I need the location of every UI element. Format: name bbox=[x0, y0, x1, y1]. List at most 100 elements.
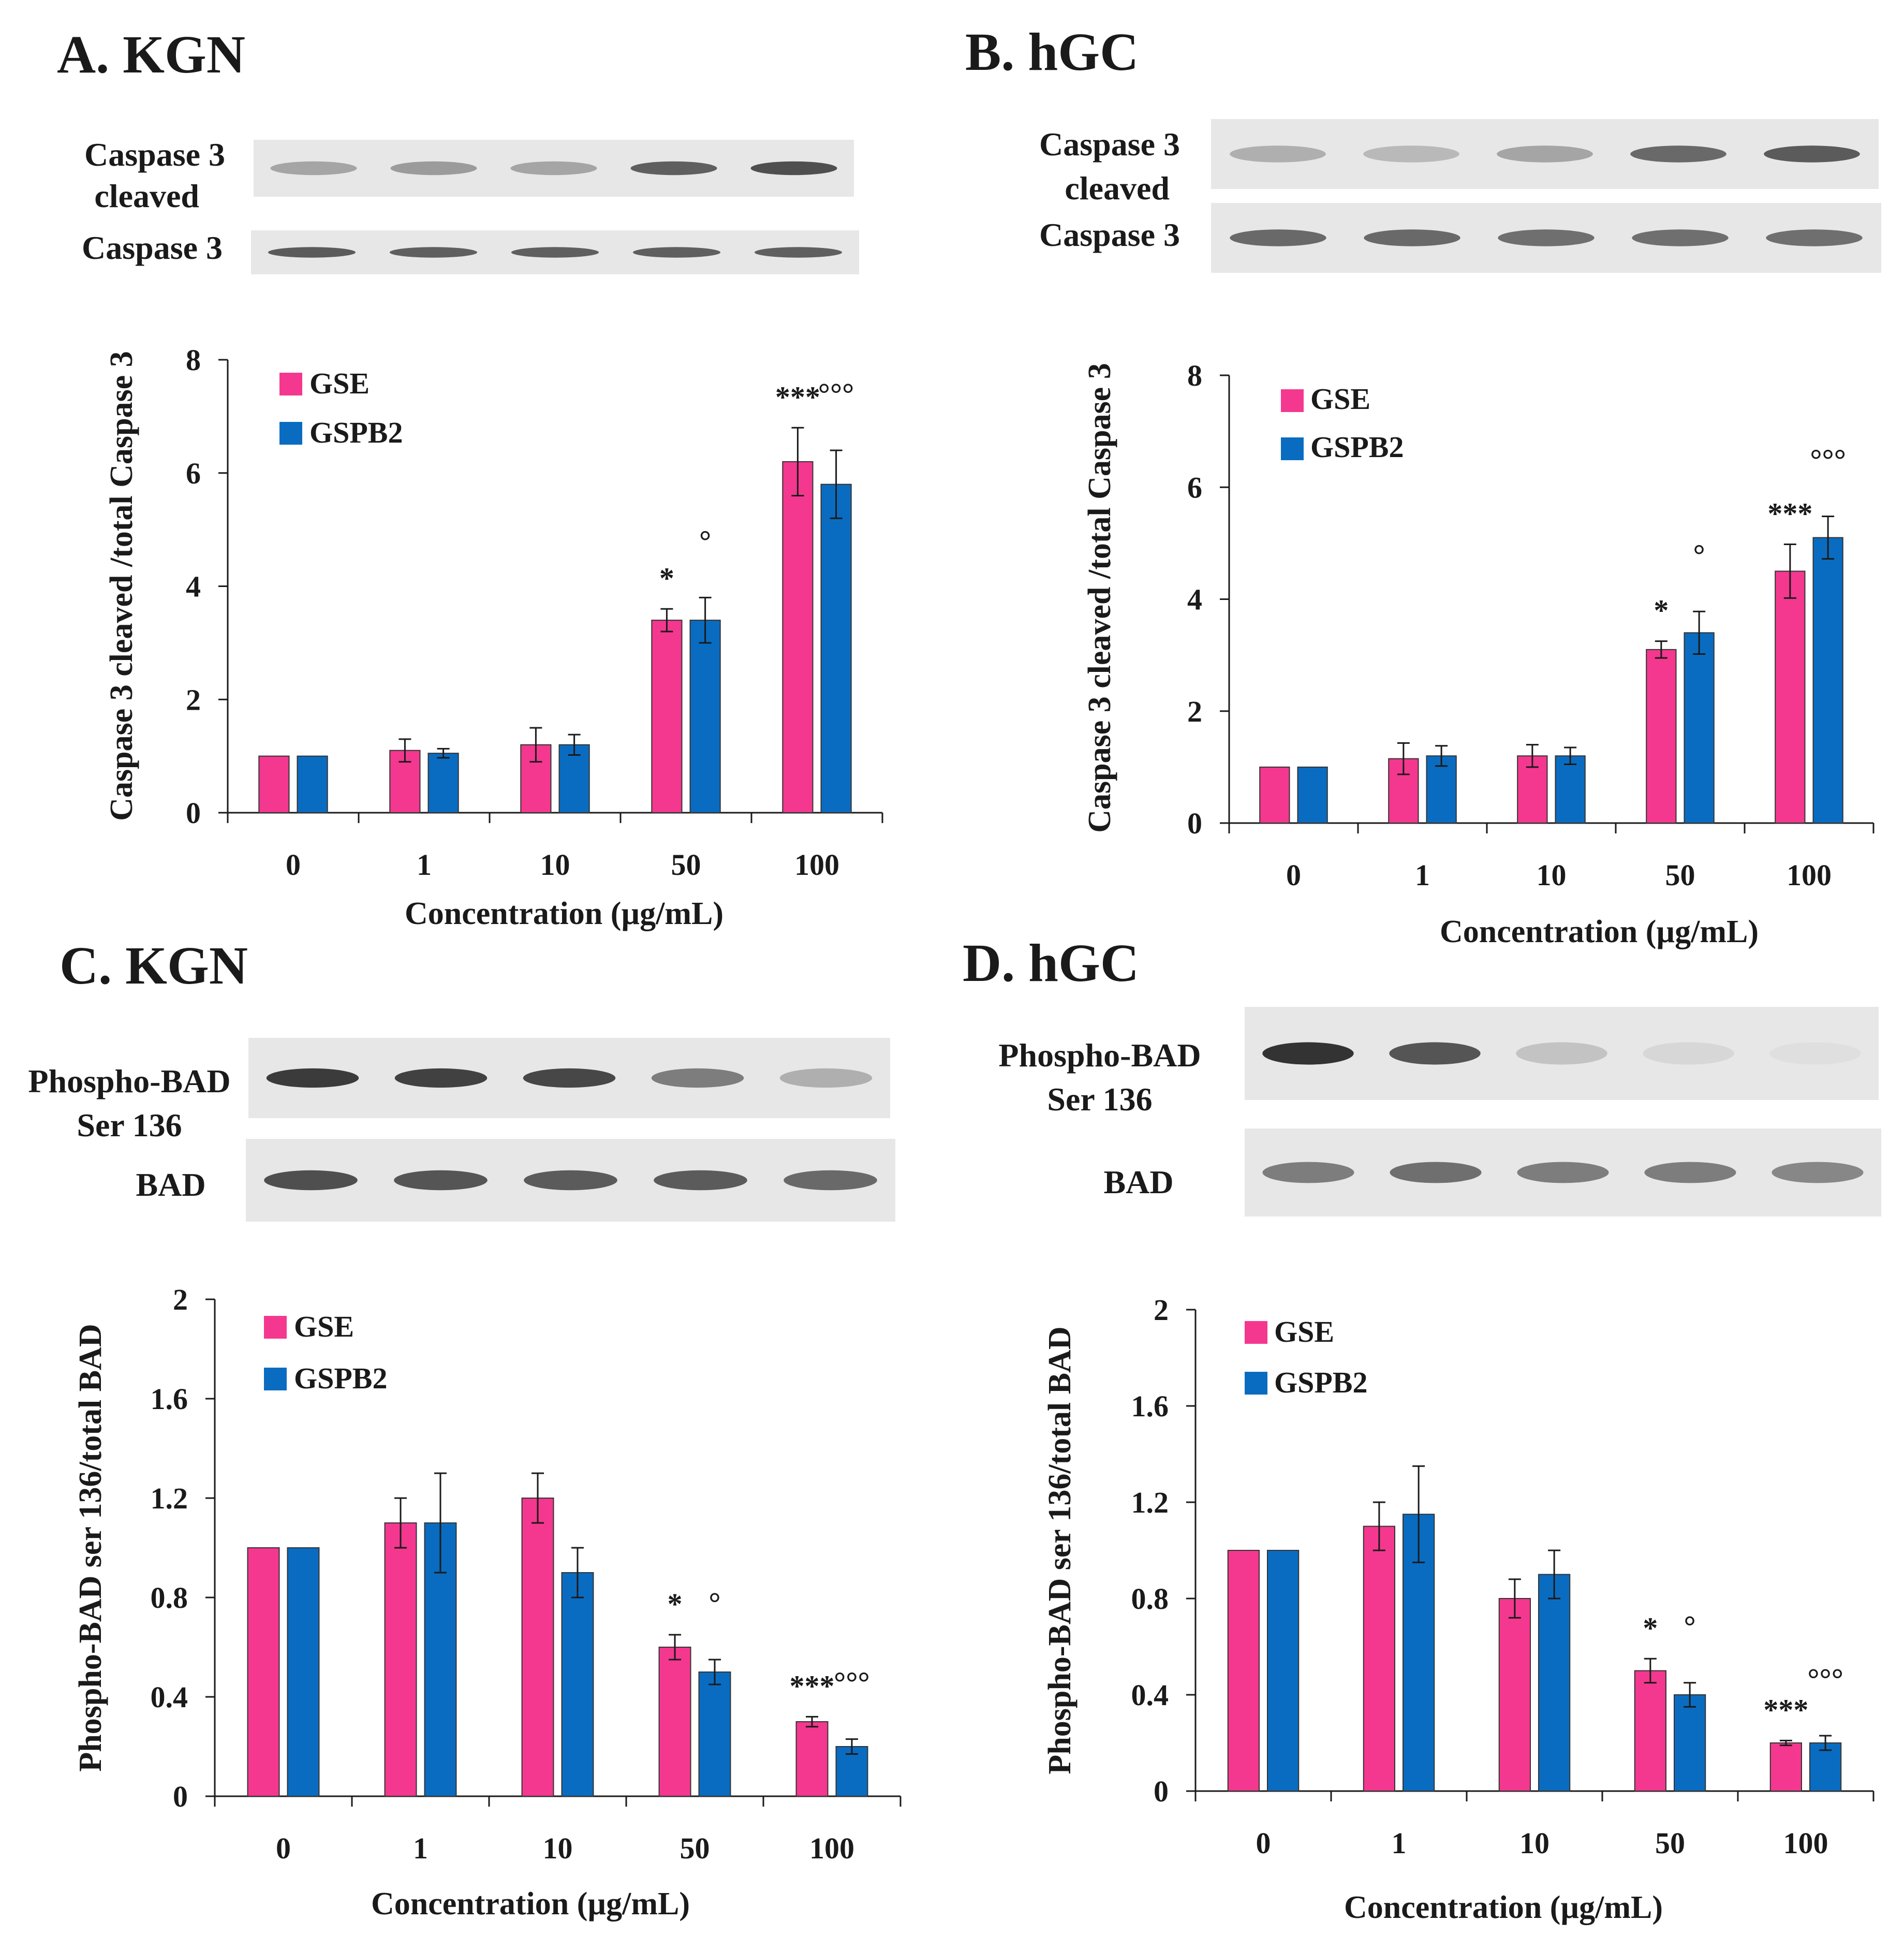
panel-a-cleaved-blot-strip bbox=[254, 140, 854, 197]
bar-gspb2 bbox=[1538, 1574, 1571, 1792]
y-tick-label: 0 bbox=[1187, 807, 1202, 840]
x-axis-label: Concentration (µg/mL) bbox=[405, 896, 724, 931]
panel-d-blot-phospho: Phospho-BAD Ser 136 bbox=[998, 1007, 1879, 1118]
blot-band bbox=[1764, 145, 1860, 163]
panel-a-blot-cleaved: Caspase 3 cleaved bbox=[84, 136, 854, 214]
panel-c-phospho-blot-strip bbox=[248, 1038, 890, 1118]
legend: GSE GSPB2 bbox=[279, 366, 403, 449]
blot-label: cleaved bbox=[94, 178, 199, 214]
panel-a-total-blot-strip bbox=[251, 230, 859, 274]
blot-band bbox=[1389, 1042, 1481, 1065]
y-axis-label: Caspase 3 cleaved /total Caspase 3 bbox=[104, 351, 139, 821]
panel-c: C. KGN Phospho-BAD Ser 136 BAD Phospho-B… bbox=[28, 936, 902, 1922]
blot-band bbox=[1517, 1162, 1609, 1183]
x-tick-label: 0 bbox=[1256, 1826, 1271, 1860]
y-tick-label: 2 bbox=[186, 683, 201, 716]
panel-b-blot-total: Caspase 3 bbox=[1039, 203, 1881, 273]
panel-c-total-blot-strip bbox=[246, 1139, 895, 1222]
x-tick-label: 1 bbox=[1392, 1826, 1407, 1860]
panel-d-blot-total: BAD bbox=[1103, 1128, 1881, 1216]
bar-gse bbox=[1646, 649, 1677, 824]
x-tick-label: 0 bbox=[1286, 858, 1301, 892]
y-axis-label: Phospho-BAD ser 136/total BAD bbox=[73, 1324, 108, 1771]
blot-band bbox=[390, 161, 477, 175]
legend-swatch-gspb2 bbox=[279, 422, 302, 445]
bar-gse bbox=[1775, 570, 1806, 824]
panel-b-chart: Caspase 3 cleaved /total Caspase 3 Conce… bbox=[1082, 359, 1875, 949]
y-axis-label: Caspase 3 cleaved /total Caspase 3 bbox=[1082, 363, 1117, 833]
blot-band bbox=[1497, 145, 1593, 163]
blot-band bbox=[779, 1068, 873, 1088]
bar-gspb2 bbox=[689, 620, 721, 813]
x-axis-label: Concentration (µg/mL) bbox=[1344, 1890, 1663, 1925]
blot-band bbox=[264, 1170, 358, 1191]
bar-gse bbox=[1769, 1742, 1802, 1792]
significance-mark: ° bbox=[699, 524, 711, 558]
panel-b-cleaved-blot-strip bbox=[1211, 119, 1879, 189]
blot-band bbox=[1230, 145, 1326, 163]
blot-band bbox=[1643, 1042, 1734, 1065]
legend-label-gspb2: GSPB2 bbox=[1274, 1366, 1368, 1399]
x-tick-label: 10 bbox=[543, 1831, 573, 1865]
blot-band bbox=[389, 247, 478, 258]
y-tick-label: 2 bbox=[1187, 695, 1202, 728]
bar-gspb2 bbox=[1267, 1550, 1300, 1792]
x-tick-label: 50 bbox=[680, 1831, 710, 1865]
panel-c-chart: Phospho-BAD ser 136/total BAD Concentrat… bbox=[73, 1283, 902, 1922]
x-tick-label: 10 bbox=[1519, 1826, 1549, 1860]
blot-band bbox=[1498, 229, 1595, 246]
legend-swatch-gse bbox=[279, 373, 302, 395]
significance-mark: °°° bbox=[818, 377, 854, 410]
blot-band bbox=[754, 247, 843, 258]
y-tick-label: 0 bbox=[173, 1780, 188, 1813]
blot-band bbox=[510, 161, 597, 175]
x-tick-label: 50 bbox=[1655, 1826, 1685, 1860]
blot-label: Phospho-BAD bbox=[998, 1037, 1201, 1074]
panel-b-title: B. hGC bbox=[965, 22, 1139, 82]
blot-band bbox=[270, 161, 357, 175]
blot-band bbox=[524, 1170, 617, 1191]
x-tick-label: 1 bbox=[417, 848, 432, 882]
panel-d-chart: Phospho-BAD ser 136/total BAD Concentrat… bbox=[1042, 1293, 1875, 1925]
blot-label: Phospho-BAD bbox=[28, 1063, 230, 1099]
bar-gse bbox=[795, 1721, 829, 1797]
blot-label: Caspase 3 bbox=[84, 136, 225, 173]
bar-gse bbox=[1498, 1598, 1531, 1792]
legend-swatch-gspb2 bbox=[1281, 437, 1304, 460]
blot-band bbox=[511, 247, 599, 258]
bar-gse bbox=[247, 1547, 280, 1797]
blot-band bbox=[1390, 1162, 1482, 1183]
bar-gse bbox=[258, 755, 290, 813]
bar-gspb2 bbox=[287, 1547, 320, 1797]
y-tick-label: 0 bbox=[186, 796, 201, 830]
bar-gspb2 bbox=[1555, 755, 1586, 824]
y-tick-label: 2 bbox=[1154, 1293, 1169, 1327]
legend-label-gse: GSE bbox=[1274, 1315, 1334, 1348]
blot-label: BAD bbox=[1103, 1164, 1173, 1200]
y-tick-label: 6 bbox=[186, 457, 201, 490]
bar-gspb2 bbox=[561, 1572, 594, 1797]
legend-swatch-gse bbox=[1281, 389, 1304, 412]
y-tick-label: 1.6 bbox=[1131, 1389, 1169, 1423]
blot-band bbox=[266, 1068, 359, 1088]
blot-band bbox=[1630, 145, 1726, 163]
x-tick-label: 0 bbox=[276, 1831, 291, 1865]
x-tick-label: 10 bbox=[540, 848, 570, 882]
bar-gse bbox=[521, 1498, 554, 1797]
x-tick-label: 50 bbox=[1665, 858, 1695, 892]
panel-a-chart: Caspase 3 cleaved /total Caspase 3 Conce… bbox=[104, 343, 883, 931]
significance-mark: *** bbox=[1767, 497, 1812, 531]
panel-c-blot-phospho: Phospho-BAD Ser 136 bbox=[28, 1038, 890, 1143]
legend-label-gspb2: GSPB2 bbox=[1310, 430, 1404, 464]
x-tick-label: 50 bbox=[671, 848, 701, 882]
bar-gspb2 bbox=[820, 483, 852, 813]
y-tick-label: 0 bbox=[1154, 1775, 1169, 1808]
y-tick-label: 0.4 bbox=[1131, 1678, 1169, 1712]
legend-swatch-gse bbox=[1245, 1321, 1267, 1344]
significance-mark: ° bbox=[1684, 1609, 1696, 1643]
bar-gse bbox=[1363, 1526, 1395, 1792]
x-tick-label: 100 bbox=[794, 848, 839, 882]
significance-mark: ° bbox=[1693, 538, 1705, 571]
blot-band bbox=[651, 1068, 744, 1088]
blot-band bbox=[1772, 1162, 1864, 1183]
